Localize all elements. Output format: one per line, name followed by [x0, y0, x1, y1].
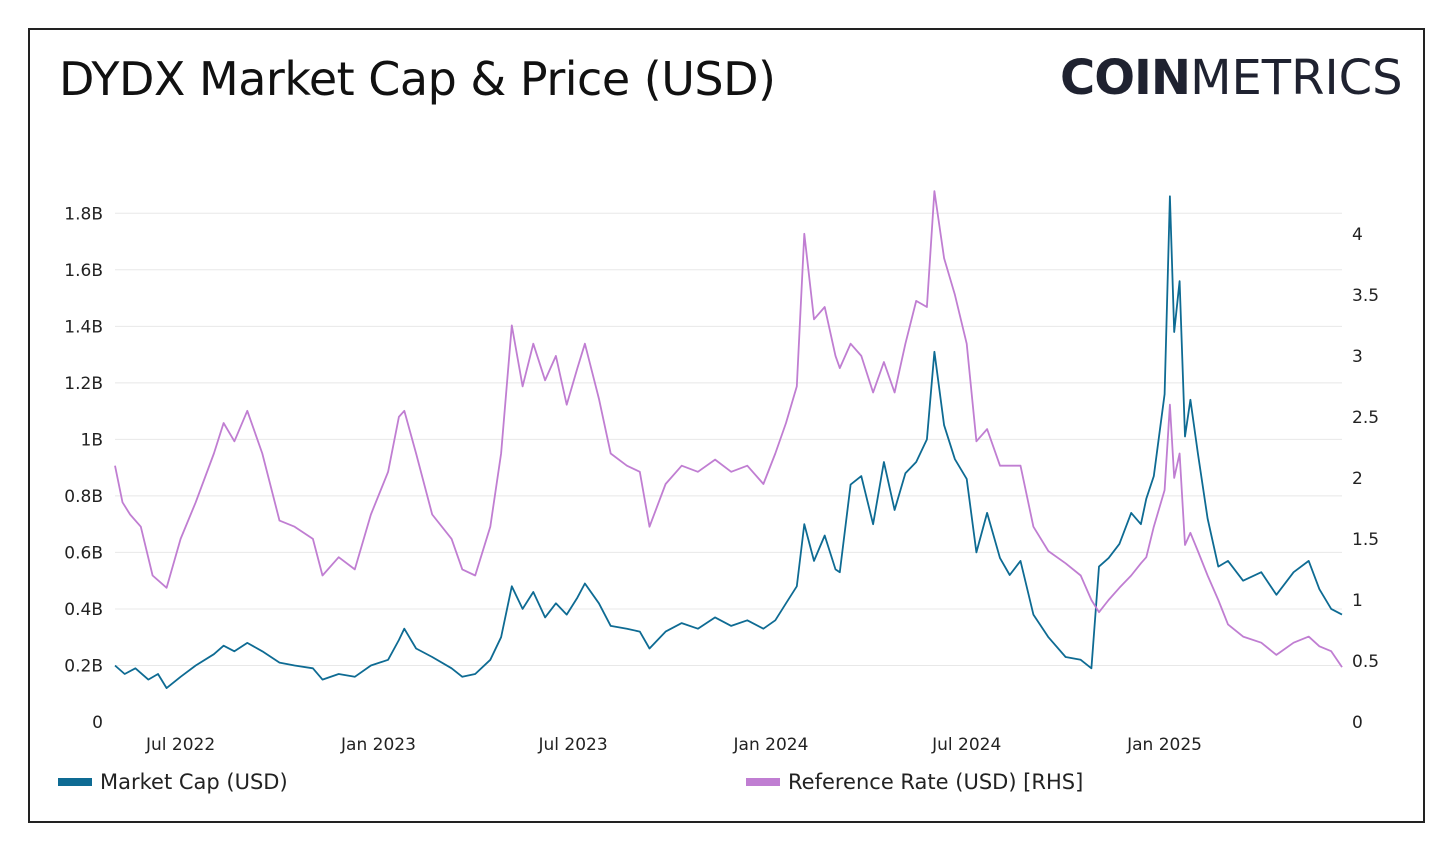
right-tick-label: 3.5: [1352, 286, 1379, 306]
x-tick-label: Jan 2024: [733, 735, 809, 755]
right-tick-label: 4: [1352, 225, 1363, 245]
right-tick-label: 0: [1352, 713, 1363, 733]
right-tick-label: 1: [1352, 591, 1363, 611]
series-line-market-cap: [114, 195, 1343, 689]
legend-swatch-reference-rate: [746, 778, 780, 786]
series-lines: [114, 190, 1343, 689]
left-axis-ticks: 0 0.2B 0.4B 0.6B 0.8B 1B 1.2B 1.4B 1.6B 1.8B: [64, 204, 103, 733]
left-tick-label: 0.6B: [64, 543, 103, 563]
x-tick-label: Jul 2023: [538, 735, 608, 755]
coinmetrics-logo: COINMETRICS: [1060, 50, 1403, 106]
left-tick-label: 1.2B: [64, 374, 103, 394]
logo-bold-text: COIN: [1060, 50, 1191, 106]
grid-lines: [115, 212, 1342, 666]
chart-frame: [28, 28, 1425, 823]
right-tick-label: 2: [1352, 469, 1363, 489]
legend-label-reference-rate: Reference Rate (USD) [RHS]: [788, 770, 1084, 794]
right-tick-label: 0.5: [1352, 652, 1379, 672]
right-axis-ticks: 0 0.5 1 1.5 2 2.5 3 3.5 4: [1352, 225, 1379, 733]
series-line-reference-rate: [114, 190, 1343, 668]
legend-label-market-cap: Market Cap (USD): [100, 770, 288, 794]
legend-item-market-cap[interactable]: Market Cap (USD): [58, 770, 288, 794]
logo-light-text: METRICS: [1190, 50, 1403, 106]
left-tick-label: 0: [92, 713, 103, 733]
x-tick-label: Jan 2023: [340, 735, 416, 755]
left-tick-label: 1.6B: [64, 261, 103, 281]
left-tick-label: 0.8B: [64, 487, 103, 507]
x-tick-label: Jul 2024: [931, 735, 1001, 755]
x-tick-label: Jul 2022: [145, 735, 215, 755]
x-axis-ticks: Jul 2022 Jan 2023 Jul 2023 Jan 2024 Jul 2024…: [145, 735, 1202, 755]
right-tick-label: 1.5: [1352, 530, 1379, 550]
right-tick-label: 2.5: [1352, 408, 1379, 428]
left-tick-label: 1B: [81, 430, 103, 450]
left-tick-label: 1.4B: [64, 317, 103, 337]
left-tick-label: 0.2B: [64, 656, 103, 676]
legend-swatch-market-cap: [58, 778, 92, 786]
x-tick-label: Jan 2025: [1126, 735, 1202, 755]
chart-title: DYDX Market Cap & Price (USD): [59, 52, 776, 106]
legend-item-reference-rate[interactable]: Reference Rate (USD) [RHS]: [746, 770, 1083, 794]
left-tick-label: 0.4B: [64, 600, 103, 620]
left-tick-label: 1.8B: [64, 204, 103, 224]
right-tick-label: 3: [1352, 347, 1363, 367]
